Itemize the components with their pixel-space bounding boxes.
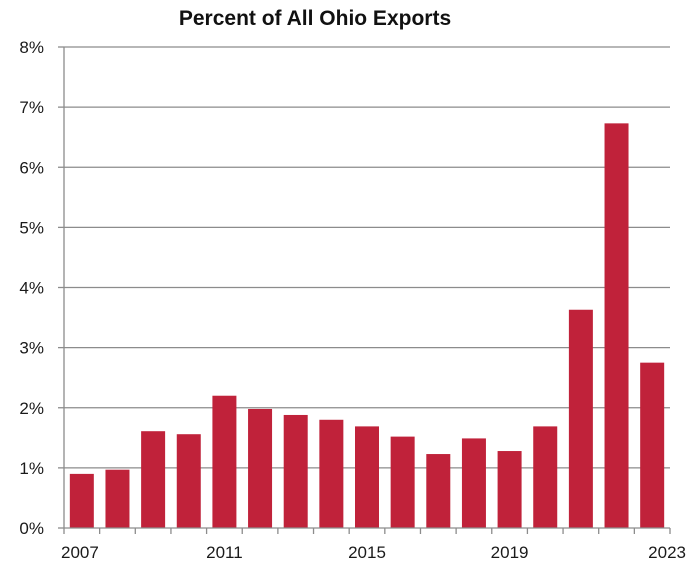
bar-2009 — [141, 431, 166, 528]
y-tick-label: 8% — [19, 38, 44, 57]
y-tick-label: 2% — [19, 399, 44, 418]
bar-layer — [69, 123, 665, 528]
bar-2022 — [604, 123, 629, 528]
axis-layer: 0% 1% 2% 3% 4% 5% 6% 7% 8% 2007 2011 2015 2019 2023 — [19, 38, 686, 562]
bar-2008 — [105, 469, 130, 528]
bar-2015 — [355, 426, 379, 528]
bar-2011 — [212, 395, 237, 528]
x-tick-label: 2019 — [491, 543, 529, 562]
bar-2021 — [568, 309, 593, 528]
bar-2014 — [319, 419, 344, 528]
y-tick-label: 5% — [19, 218, 44, 237]
x-tick-label: 2011 — [206, 543, 243, 562]
y-tick-label: 1% — [19, 459, 44, 478]
x-tick-label: 2023 — [648, 543, 686, 562]
bar-2020 — [533, 426, 558, 528]
bar-2017 — [426, 454, 451, 528]
y-tick-label: 6% — [19, 158, 44, 177]
y-tick-label: 7% — [19, 98, 44, 117]
bar-2013 — [283, 414, 308, 528]
x-tick-label: 2015 — [348, 543, 386, 562]
bar-2012 — [248, 408, 273, 528]
bar-2007 — [69, 473, 94, 528]
chart-title: Percent of All Ohio Exports — [178, 7, 452, 30]
bar-2018 — [461, 438, 486, 528]
bar-2016 — [390, 436, 415, 528]
bar-2023 — [640, 362, 665, 528]
bar-2010 — [176, 434, 201, 528]
x-tick-label: 2007 — [61, 543, 99, 562]
y-tick-label: 0% — [19, 519, 44, 538]
y-tick-label: 4% — [19, 279, 44, 298]
y-tick-label: 3% — [19, 339, 44, 358]
bar-2019 — [497, 451, 522, 528]
